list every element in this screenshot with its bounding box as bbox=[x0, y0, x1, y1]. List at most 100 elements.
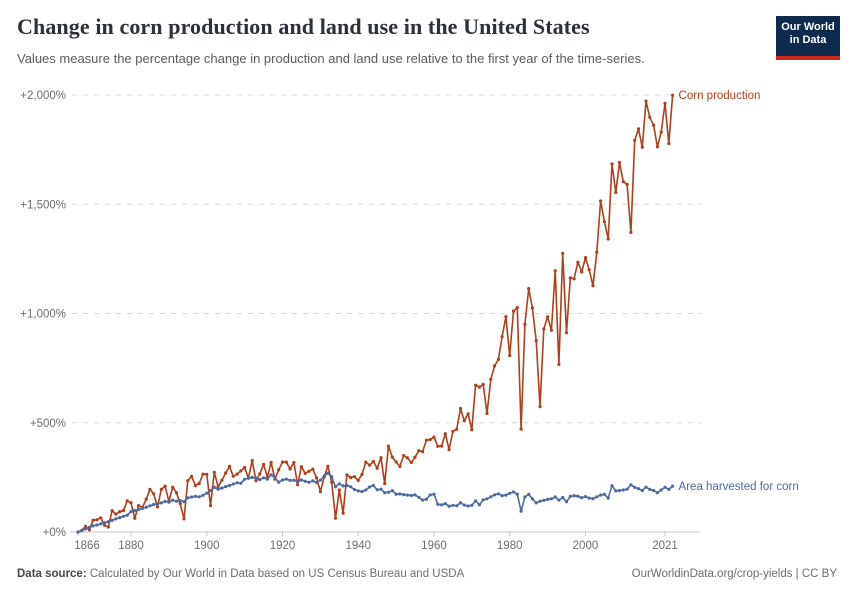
data-point bbox=[333, 516, 338, 520]
y-axis-tick-label: +1,000% bbox=[20, 309, 66, 321]
data-point bbox=[443, 432, 447, 436]
data-point bbox=[333, 485, 338, 489]
data-point bbox=[212, 470, 216, 474]
data-point bbox=[190, 474, 194, 478]
data-point bbox=[231, 482, 235, 486]
data-point bbox=[546, 315, 550, 319]
data-point bbox=[201, 472, 205, 476]
data-source-text: Calculated by Our World in Data based on… bbox=[86, 568, 465, 580]
data-point bbox=[121, 509, 125, 513]
data-point bbox=[208, 504, 213, 508]
data-point bbox=[625, 182, 629, 186]
data-point bbox=[318, 478, 322, 482]
data-point bbox=[470, 503, 474, 507]
data-point bbox=[311, 479, 315, 483]
data-point bbox=[379, 456, 383, 460]
data-point bbox=[163, 484, 167, 488]
data-point bbox=[227, 464, 232, 468]
data-point bbox=[636, 487, 641, 491]
data-point bbox=[595, 250, 599, 254]
data-point bbox=[364, 488, 368, 492]
data-point bbox=[201, 493, 205, 497]
data-point bbox=[95, 518, 99, 522]
data-point bbox=[417, 449, 421, 453]
data-point bbox=[583, 495, 588, 499]
data-point bbox=[95, 523, 99, 527]
data-point bbox=[315, 481, 319, 485]
data-point bbox=[636, 127, 641, 131]
data-point bbox=[220, 486, 224, 490]
owid-logo-line2: in Data bbox=[789, 34, 827, 46]
data-point bbox=[591, 284, 595, 288]
data-point bbox=[655, 491, 660, 495]
data-point bbox=[292, 478, 296, 482]
area-harvested-for-corn-series[interactable] bbox=[76, 471, 675, 534]
data-point bbox=[383, 481, 387, 486]
data-point bbox=[667, 487, 671, 491]
data-point bbox=[485, 497, 489, 501]
data-source-note: Data source: Calculated by Our World in … bbox=[17, 568, 464, 580]
data-point bbox=[193, 494, 197, 498]
data-point bbox=[326, 471, 330, 475]
data-point bbox=[659, 488, 663, 492]
data-point bbox=[80, 528, 84, 533]
series-group[interactable] bbox=[76, 93, 675, 534]
data-point bbox=[159, 501, 163, 505]
data-point bbox=[542, 498, 546, 502]
data-point bbox=[337, 482, 341, 486]
data-point bbox=[580, 496, 584, 500]
corn-production-line[interactable] bbox=[77, 95, 674, 533]
area-harvested-for-corn-label: Area harvested for corn bbox=[679, 481, 799, 493]
y-axis-tick-label: +500% bbox=[30, 418, 66, 430]
data-point bbox=[258, 478, 262, 482]
data-point bbox=[436, 502, 440, 506]
owid-logo[interactable]: Our World in Data bbox=[776, 16, 840, 60]
data-point bbox=[318, 490, 322, 494]
data-point bbox=[99, 522, 103, 526]
data-point bbox=[345, 483, 349, 488]
data-point bbox=[519, 427, 523, 431]
data-point bbox=[523, 322, 527, 326]
data-point bbox=[602, 220, 607, 224]
data-point bbox=[337, 488, 341, 492]
area-harvested-for-corn-line[interactable] bbox=[77, 472, 674, 533]
data-point bbox=[87, 528, 91, 532]
data-point bbox=[91, 524, 95, 528]
data-point bbox=[455, 427, 459, 431]
owid-logo-red-bar bbox=[776, 56, 840, 60]
data-point bbox=[178, 498, 182, 503]
data-point bbox=[436, 444, 440, 448]
data-point bbox=[421, 450, 425, 454]
data-point bbox=[633, 138, 637, 142]
data-point bbox=[568, 276, 572, 280]
data-point bbox=[564, 500, 569, 504]
data-point bbox=[307, 480, 311, 484]
data-point bbox=[576, 260, 580, 264]
data-point bbox=[140, 506, 144, 510]
data-point bbox=[614, 489, 618, 493]
data-point bbox=[292, 460, 296, 465]
data-point bbox=[394, 492, 398, 496]
data-point bbox=[383, 491, 387, 495]
data-point bbox=[133, 516, 137, 520]
data-point bbox=[258, 472, 262, 476]
data-point bbox=[504, 493, 508, 497]
data-point bbox=[114, 517, 118, 521]
data-point bbox=[356, 489, 360, 493]
data-point bbox=[629, 483, 633, 487]
corn-production-series[interactable] bbox=[76, 93, 675, 534]
data-point bbox=[534, 501, 538, 505]
data-point bbox=[462, 419, 466, 423]
data-point bbox=[379, 487, 383, 491]
data-point bbox=[106, 520, 110, 524]
data-point bbox=[549, 497, 554, 501]
data-point bbox=[262, 476, 266, 480]
data-point bbox=[371, 460, 375, 464]
data-point bbox=[633, 485, 637, 489]
data-point bbox=[163, 499, 167, 503]
data-point bbox=[659, 130, 663, 134]
data-point bbox=[493, 493, 497, 497]
data-point bbox=[417, 495, 421, 499]
data-point bbox=[231, 474, 235, 478]
data-point bbox=[474, 383, 478, 387]
